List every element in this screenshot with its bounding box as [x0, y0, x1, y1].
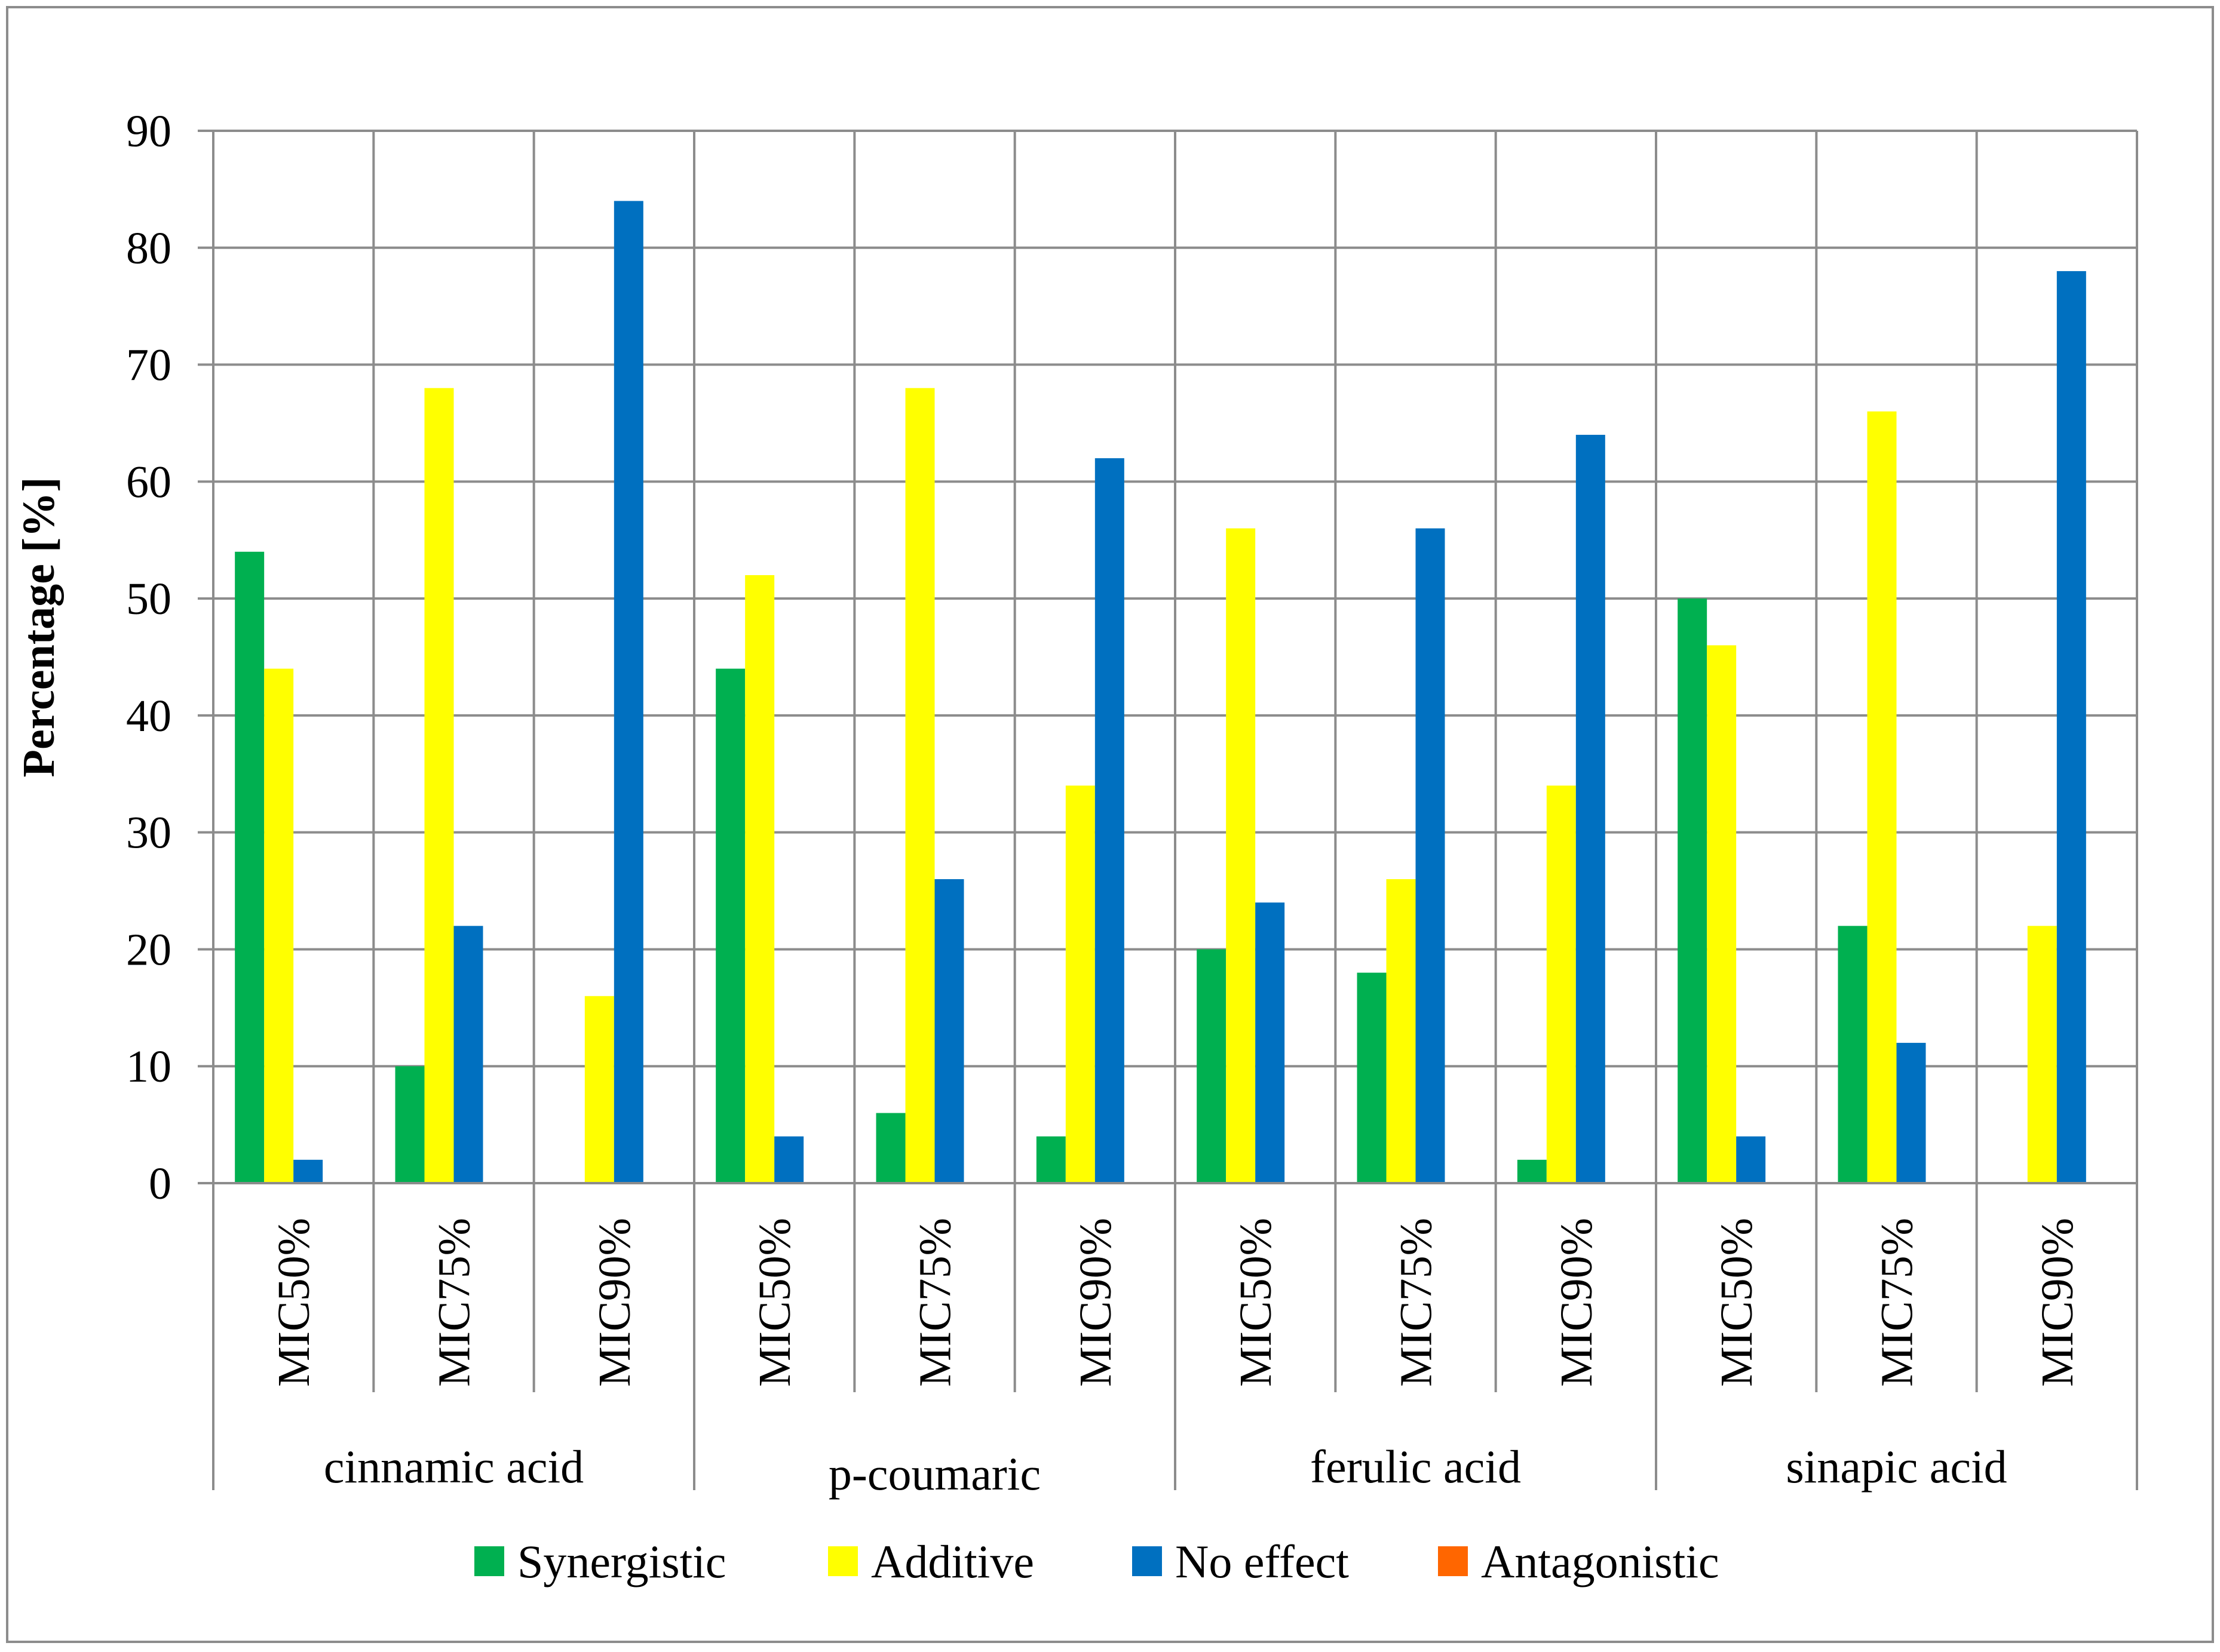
- labels: 0 10 20 30 40 50 60 70 80 90 MIC50% MIC75% MIC90% MIC…: [126, 106, 2083, 1500]
- x-category-label: MIC90%: [1071, 1218, 1121, 1387]
- bar-additive: [1546, 785, 1576, 1183]
- bar-synergistic: [716, 668, 746, 1183]
- bar-no-effect: [1896, 1043, 1926, 1183]
- legend-swatch-additive: [828, 1546, 858, 1576]
- bar-additive: [1867, 411, 1897, 1183]
- bar-additive: [745, 575, 775, 1183]
- bar-no-effect: [774, 1136, 804, 1183]
- legend-swatch-synergistic: [474, 1546, 504, 1576]
- bar-no-effect: [1094, 458, 1124, 1184]
- y-tick-label: 80: [126, 223, 171, 274]
- bar-no-effect: [614, 201, 643, 1183]
- bar-no-effect: [1415, 528, 1445, 1183]
- bar-no-effect: [1575, 435, 1605, 1183]
- y-tick-label: 20: [126, 925, 171, 975]
- bar-additive: [2027, 926, 2057, 1183]
- x-category-label: MIC75%: [430, 1218, 480, 1387]
- y-tick-label: 0: [149, 1159, 171, 1209]
- bar-additive: [424, 388, 454, 1183]
- x-category-label: MIC90%: [1551, 1218, 1602, 1387]
- y-tick-label: 30: [126, 808, 171, 858]
- x-category-label: MIC90%: [2032, 1218, 2083, 1387]
- x-category-label: MIC50%: [750, 1218, 800, 1387]
- bar-no-effect: [293, 1159, 323, 1183]
- y-tick-label: 60: [126, 457, 171, 507]
- bar-synergistic: [1838, 926, 1868, 1183]
- bar-no-effect: [453, 926, 483, 1183]
- axes: [198, 130, 2138, 1490]
- y-tick-label: 50: [126, 574, 171, 624]
- bar-additive: [905, 388, 935, 1183]
- bar-additive: [1065, 785, 1095, 1183]
- x-category-label: MIC50%: [1712, 1218, 1762, 1387]
- bar-additive: [1386, 879, 1416, 1183]
- x-group-label: p-coumaric: [829, 1448, 1041, 1500]
- bar-synergistic: [1678, 598, 1707, 1183]
- legend-swatch-no-effect: [1132, 1546, 1162, 1576]
- x-group-label: ferulic acid: [1310, 1441, 1521, 1493]
- bar-synergistic: [1517, 1159, 1547, 1183]
- x-category-label: MIC90%: [590, 1218, 640, 1387]
- legend-label: Additive: [871, 1536, 1034, 1587]
- bar-synergistic: [235, 551, 265, 1183]
- x-category-label: MIC50%: [1231, 1218, 1281, 1387]
- y-axis-title: Percentage [%]: [14, 477, 64, 778]
- y-tick-label: 10: [126, 1042, 171, 1092]
- bars: [235, 201, 2086, 1184]
- bar-additive: [264, 668, 294, 1183]
- x-category-label: MIC75%: [1872, 1218, 1922, 1387]
- bar-synergistic: [876, 1113, 906, 1183]
- x-category-label: MIC75%: [1391, 1218, 1442, 1387]
- bar-no-effect: [1736, 1136, 1766, 1183]
- x-group-label: cinnamic acid: [324, 1441, 584, 1493]
- bar-synergistic: [1197, 949, 1226, 1183]
- legend: Synergistic Additive No effect Antagonistic: [474, 1536, 1719, 1587]
- bar-no-effect: [2056, 271, 2086, 1183]
- y-tick-label: 70: [126, 340, 171, 391]
- bar-additive: [1707, 645, 1737, 1183]
- bar-synergistic: [1357, 972, 1387, 1183]
- bar-additive: [1226, 528, 1256, 1183]
- legend-label: No effect: [1175, 1536, 1349, 1587]
- y-tick-label: 90: [126, 106, 171, 156]
- legend-label: Synergistic: [517, 1536, 726, 1587]
- legend-swatch-antagonistic: [1438, 1546, 1468, 1576]
- x-group-label: sinapic acid: [1786, 1441, 2007, 1493]
- bar-additive: [584, 996, 614, 1183]
- bar-synergistic: [1036, 1136, 1066, 1183]
- legend-label: Antagonistic: [1481, 1536, 1719, 1587]
- y-tick-label: 40: [126, 691, 171, 741]
- bar-no-effect: [1255, 902, 1285, 1183]
- bar-no-effect: [934, 879, 964, 1183]
- x-category-label: MIC75%: [910, 1218, 961, 1387]
- bar-synergistic: [395, 1066, 425, 1183]
- x-category-label: MIC50%: [269, 1218, 319, 1387]
